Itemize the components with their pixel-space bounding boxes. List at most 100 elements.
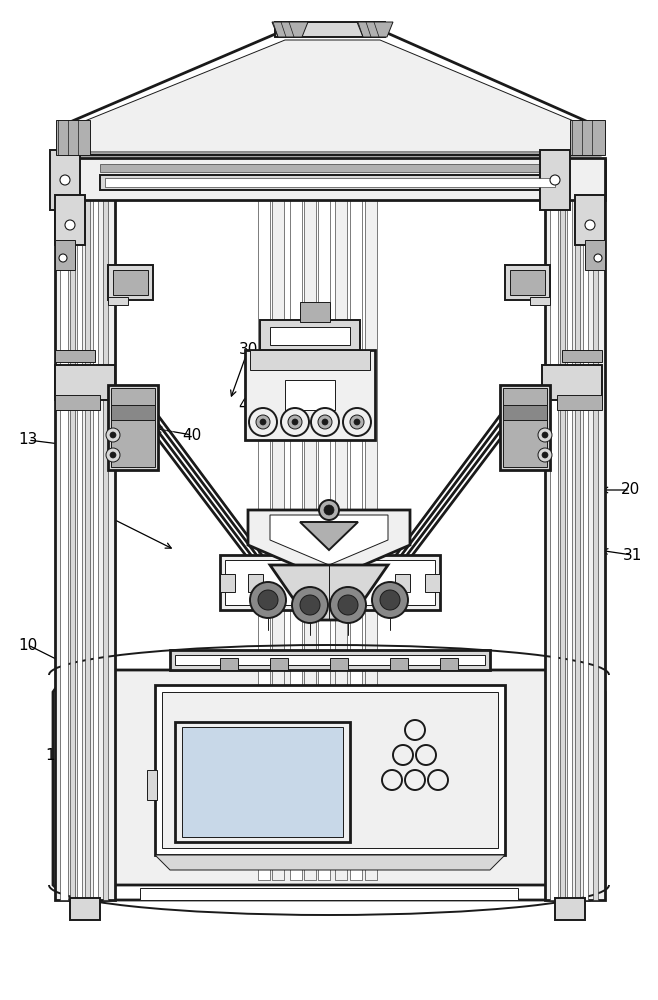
Circle shape [133, 398, 157, 422]
Polygon shape [155, 855, 505, 870]
Circle shape [259, 564, 271, 576]
Circle shape [318, 415, 332, 429]
Bar [100, 164, 560, 172]
Bar [250, 350, 370, 370]
Text: 20: 20 [620, 483, 640, 497]
Circle shape [106, 448, 120, 462]
Circle shape [253, 558, 277, 582]
Bar [275, 22, 385, 37]
Bar [585, 240, 605, 270]
Bar [575, 195, 605, 245]
Bar [545, 160, 605, 900]
Circle shape [381, 558, 405, 582]
Bar [55, 160, 115, 900]
Bar [440, 658, 458, 670]
Bar [260, 320, 360, 350]
Bar [503, 405, 547, 420]
Circle shape [324, 505, 334, 515]
Bar [155, 685, 505, 855]
Circle shape [501, 398, 525, 422]
Bar [550, 160, 558, 900]
Polygon shape [53, 675, 605, 900]
Circle shape [387, 564, 399, 576]
Bar [55, 158, 605, 200]
Polygon shape [272, 22, 308, 37]
Circle shape [550, 175, 560, 185]
Bar [55, 350, 95, 362]
Bar [318, 200, 330, 880]
Circle shape [311, 408, 339, 436]
Bar [100, 175, 560, 190]
Circle shape [110, 432, 116, 438]
Bar [290, 200, 302, 880]
Bar [77, 160, 82, 900]
Polygon shape [58, 32, 600, 155]
Circle shape [292, 419, 298, 425]
Bar [162, 692, 498, 848]
Bar [248, 574, 263, 592]
Circle shape [292, 587, 328, 623]
Circle shape [585, 220, 595, 230]
Circle shape [288, 415, 302, 429]
Circle shape [338, 595, 358, 615]
Circle shape [139, 404, 151, 416]
Bar [220, 658, 238, 670]
Circle shape [250, 582, 286, 618]
Circle shape [538, 448, 552, 462]
Circle shape [372, 582, 408, 618]
Bar [111, 388, 155, 467]
Bar [70, 898, 100, 920]
Bar [55, 395, 100, 410]
Circle shape [330, 587, 366, 623]
Polygon shape [270, 565, 388, 620]
Bar [93, 160, 98, 900]
Polygon shape [248, 510, 410, 580]
Bar [304, 200, 316, 880]
Bar [170, 650, 490, 670]
Bar [300, 302, 330, 322]
Bar [140, 888, 518, 900]
Circle shape [350, 415, 364, 429]
Text: 30: 30 [238, 342, 258, 358]
Bar [542, 365, 602, 400]
Circle shape [538, 428, 552, 442]
Text: 14: 14 [161, 93, 180, 107]
Bar [147, 770, 157, 800]
Circle shape [106, 428, 120, 442]
Bar [55, 365, 115, 400]
Bar [500, 385, 550, 470]
Bar [103, 160, 108, 900]
Circle shape [319, 500, 339, 520]
Bar [567, 160, 572, 900]
Circle shape [249, 408, 277, 436]
Polygon shape [65, 40, 593, 152]
Bar [505, 265, 550, 300]
Polygon shape [88, 670, 570, 885]
Circle shape [428, 770, 448, 790]
Circle shape [60, 175, 70, 185]
Circle shape [281, 408, 309, 436]
Bar [425, 574, 440, 592]
Bar [105, 178, 555, 187]
Bar [285, 380, 335, 410]
Text: 13: 13 [18, 432, 38, 448]
Bar [270, 327, 350, 345]
Circle shape [405, 770, 425, 790]
Bar [220, 555, 440, 610]
Bar [55, 240, 75, 270]
Bar [335, 200, 347, 880]
Circle shape [256, 415, 270, 429]
Bar [258, 200, 270, 880]
Bar [111, 405, 155, 420]
Circle shape [542, 432, 548, 438]
Bar [175, 722, 350, 842]
Circle shape [382, 770, 402, 790]
Circle shape [416, 745, 436, 765]
Bar [330, 658, 348, 670]
Bar [575, 160, 580, 900]
Bar [175, 655, 485, 665]
Bar [365, 200, 377, 880]
Bar [70, 160, 75, 900]
Circle shape [59, 254, 67, 262]
Bar [540, 150, 570, 210]
